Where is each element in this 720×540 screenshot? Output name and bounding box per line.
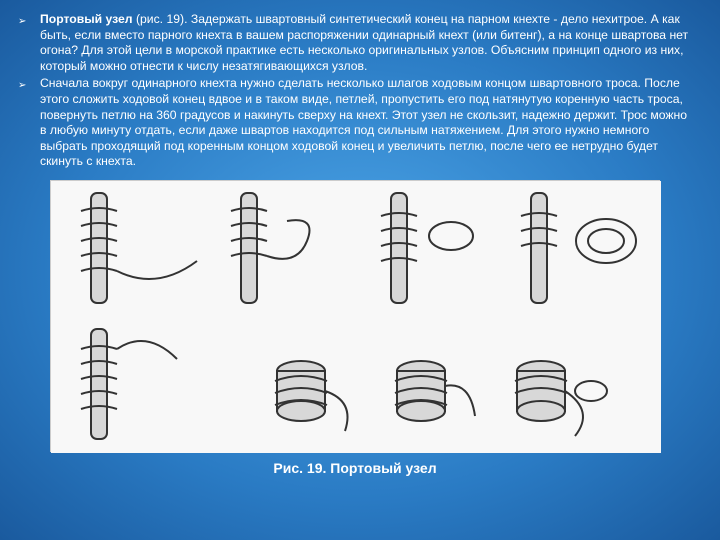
bullet-icon: ➢ xyxy=(18,76,40,170)
knot-diagram-icon xyxy=(51,181,661,453)
paragraph-2: Сначала вокруг одинарного кнехта нужно с… xyxy=(40,76,692,170)
bullet-icon: ➢ xyxy=(18,12,40,74)
list-item: ➢ Портовый узел (рис. 19). Задержать шва… xyxy=(18,12,692,74)
paragraph-1: Портовый узел (рис. 19). Задержать шварт… xyxy=(40,12,692,74)
body-text: Сначала вокруг одинарного кнехта нужно с… xyxy=(40,76,687,168)
figure-caption: Рис. 19. Портовый узел xyxy=(18,460,692,476)
list-item: ➢ Сначала вокруг одинарного кнехта нужно… xyxy=(18,76,692,170)
figure-illustration xyxy=(50,180,660,452)
bullet-list: ➢ Портовый узел (рис. 19). Задержать шва… xyxy=(18,12,692,170)
body-text: (рис. 19). Задержать швартовный синтетич… xyxy=(40,12,688,73)
lead-term: Портовый узел xyxy=(40,12,133,26)
